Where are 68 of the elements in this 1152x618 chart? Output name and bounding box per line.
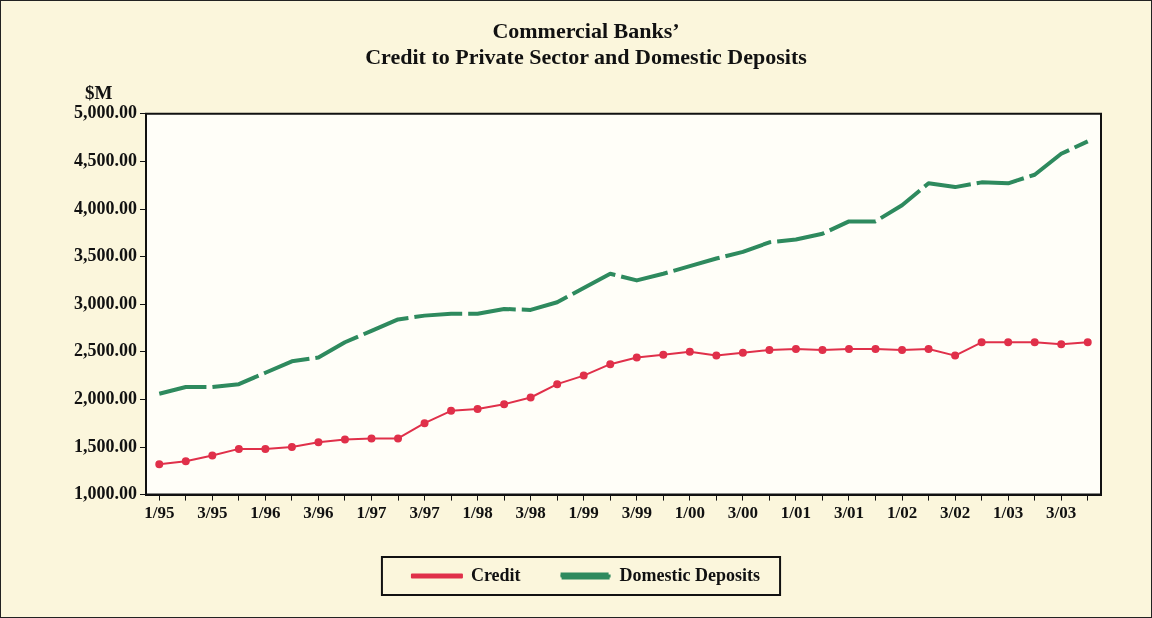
point	[261, 444, 270, 453]
point	[553, 380, 562, 389]
y-tick-label: 4,000.00	[74, 197, 137, 218]
y-tick-label: 3,000.00	[74, 292, 137, 313]
x-tick-label: 3/01	[833, 503, 865, 523]
point	[818, 345, 827, 354]
point	[1030, 338, 1039, 347]
y-tick-label: 1,500.00	[74, 435, 137, 456]
x-tick-label: 1/01	[780, 503, 812, 523]
point	[155, 460, 164, 469]
point	[632, 353, 641, 362]
x-tick-label: 3/98	[515, 503, 546, 523]
point	[526, 393, 535, 402]
x-tick-label: 1/97	[356, 503, 388, 523]
point	[712, 351, 721, 360]
y-tick-label: 4,500.00	[74, 150, 137, 171]
point	[951, 351, 960, 360]
x-tick-label: 1/96	[250, 503, 281, 523]
point	[181, 457, 190, 466]
y-tick-label: 2,000.00	[74, 388, 137, 409]
point	[500, 400, 509, 409]
point	[314, 438, 323, 447]
legend-label: Credit	[470, 564, 521, 585]
y-tick-label: 2,500.00	[74, 340, 137, 361]
x-tick-label: 3/96	[303, 503, 334, 523]
x-tick-label: 3/97	[409, 503, 441, 523]
x-tick-label: 1/03	[993, 503, 1024, 523]
point	[765, 345, 774, 354]
x-tick-label: 1/98	[462, 503, 493, 523]
point	[898, 345, 907, 354]
point	[287, 443, 296, 451]
y-tick-label: 3,500.00	[74, 245, 137, 266]
point	[606, 360, 615, 369]
point	[659, 350, 668, 359]
point	[579, 371, 588, 380]
y-axis-title: $M	[85, 82, 113, 104]
x-tick-label: 3/03	[1046, 503, 1077, 523]
line-series	[157, 139, 1090, 396]
point	[977, 338, 986, 347]
x-tick-label: 1/00	[674, 503, 705, 523]
point	[685, 347, 694, 356]
point	[473, 404, 482, 413]
x-tick-label: 3/95	[197, 503, 228, 523]
y-tick-label: 5,000.00	[74, 102, 137, 123]
point	[738, 348, 747, 357]
point	[924, 344, 933, 353]
point	[234, 444, 243, 453]
point	[1057, 340, 1066, 349]
x-tick-label: 3/99	[621, 503, 652, 523]
chart-title: Commercial Banks’ Credit to Private Sector and Domestic Deposits	[365, 17, 808, 70]
point	[871, 344, 880, 353]
point	[394, 434, 403, 443]
x-tick-label: 1/95	[144, 503, 175, 523]
point	[791, 344, 800, 353]
point	[367, 434, 376, 443]
x-tick-label: 1/99	[568, 503, 599, 523]
point	[1004, 338, 1013, 347]
x-tick-label: 3/02	[939, 503, 971, 523]
x-tick-label: 1/02	[886, 503, 918, 523]
point	[420, 419, 429, 428]
point	[340, 435, 349, 444]
point	[1083, 338, 1092, 347]
point	[447, 406, 456, 415]
point	[208, 451, 217, 460]
legend-label: Domestic Deposits	[619, 564, 761, 585]
x-tick-label: 3/00	[727, 503, 758, 523]
point	[844, 344, 853, 353]
y-tick-label: 1,000.00	[74, 483, 137, 504]
